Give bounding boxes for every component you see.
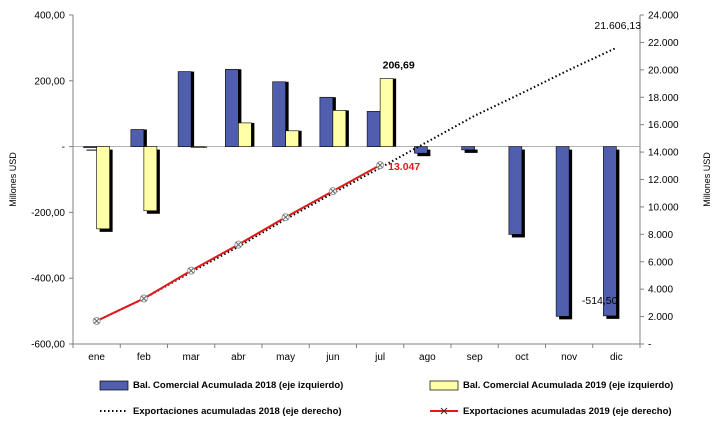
legend-swatch: [429, 380, 459, 391]
bar: [238, 122, 252, 147]
data-label: 21.606,13: [594, 20, 641, 32]
right-tick-label: 8.000: [648, 230, 673, 241]
right-tick-label: -: [648, 340, 651, 351]
x-tick-label: sep: [467, 352, 484, 363]
bar: [143, 146, 158, 212]
line-point-marker: [235, 241, 242, 248]
data-label: -514,50: [582, 295, 618, 307]
data-labels: 206,69 13.047 21.606,13 -514,50: [383, 20, 642, 307]
line-point-marker: [93, 318, 100, 324]
bar-shadow: [464, 149, 478, 153]
x-tick-label: feb: [137, 352, 151, 363]
axes: 400,00 200,00 - -200,00 -400,00 -600,00 24.000…: [8, 11, 712, 364]
bar: [603, 146, 617, 317]
bar: [225, 68, 239, 147]
right-tick-label: 14.000: [648, 148, 679, 159]
x-tick-label: ago: [419, 352, 436, 363]
data-label: 13.047: [388, 161, 420, 173]
data-label: 206,69: [383, 60, 415, 72]
line-point-marker: [188, 267, 194, 274]
left-tick-label: 200,00: [34, 76, 65, 87]
left-tick-label: -200,00: [31, 208, 65, 219]
legend-label: Exportaciones acumuladas 2018 (eje derec…: [133, 406, 342, 417]
bar: [177, 71, 192, 147]
line-point-marker: [282, 214, 289, 221]
bar: [379, 78, 394, 147]
legend: Bal. Comercial Acumulada 2018 (eje izqui…: [99, 380, 673, 417]
left-tick-label: -400,00: [31, 274, 65, 285]
bar: [319, 96, 334, 147]
line-point-marker: [141, 295, 147, 302]
x-tick-label: jul: [374, 352, 385, 363]
bar: [190, 146, 205, 148]
bar: [83, 146, 97, 148]
bar-shadow: [86, 149, 100, 151]
right-tick-label: 6.000: [648, 257, 673, 268]
left-tick-label: -: [62, 142, 65, 153]
right-tick-label: 10.000: [648, 202, 679, 213]
right-tick-label: 16.000: [648, 120, 679, 131]
legend-label: Bal. Comercial Acumulada 2019 (eje izqui…: [463, 380, 673, 391]
right-tick-label: 18.000: [648, 93, 679, 104]
x-tick-label: nov: [561, 352, 577, 363]
left-tick-label: 400,00: [34, 11, 65, 22]
legend-label: Bal. Comercial Acumulada 2018 (eje izqui…: [133, 380, 343, 391]
bar: [285, 130, 299, 147]
right-tick-label: 22.000: [648, 38, 679, 49]
legend-marker: [440, 407, 448, 415]
x-tick-label: mar: [183, 352, 201, 363]
legend-swatch: [99, 380, 129, 391]
x-tick-label: oct: [515, 352, 529, 363]
x-tick-label: ene: [88, 352, 105, 363]
bar: [96, 146, 110, 230]
x-tick-label: dic: [610, 352, 623, 363]
right-tick-label: 2.000: [648, 312, 673, 323]
line-point-marker: [330, 188, 336, 195]
x-tick-label: may: [276, 352, 295, 363]
x-tick-label: jun: [325, 352, 339, 363]
lines: [92, 46, 617, 325]
bar: [130, 129, 145, 147]
right-tick-label: 24.000: [648, 11, 679, 22]
right-tick-label: 20.000: [648, 65, 679, 76]
right-tick-label: 12.000: [648, 175, 679, 186]
bar: [414, 146, 428, 154]
bar: [366, 111, 381, 147]
bar: [508, 146, 523, 235]
bar: [461, 146, 475, 151]
left-tick-label: -600,00: [31, 340, 65, 351]
line-point-marker: [377, 162, 383, 169]
x-tick-label: abr: [231, 352, 246, 363]
bar: [272, 81, 286, 147]
right-axis-title: Millones USD: [702, 152, 712, 207]
bar: [332, 110, 347, 147]
left-axis-title: Millones USD: [8, 152, 18, 207]
bar: [555, 146, 570, 317]
bars: [83, 68, 620, 320]
right-tick-label: 4.000: [648, 285, 673, 296]
legend-label: Exportaciones acumuladas 2019 (eje derec…: [463, 406, 672, 417]
